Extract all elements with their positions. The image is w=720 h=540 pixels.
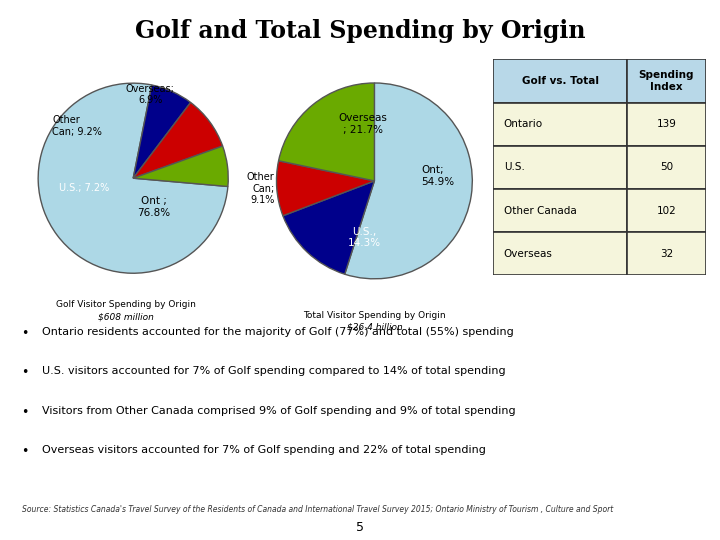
Text: Total Visitor Spending by Origin: Total Visitor Spending by Origin bbox=[303, 310, 446, 320]
Wedge shape bbox=[38, 83, 228, 273]
Text: Overseas
; 21.7%: Overseas ; 21.7% bbox=[338, 113, 387, 135]
Text: •: • bbox=[22, 445, 29, 458]
Text: Source: Statistics Canada's Travel Survey of the Residents of Canada and Interna: Source: Statistics Canada's Travel Surve… bbox=[22, 505, 613, 514]
Text: Ont ;
76.8%: Ont ; 76.8% bbox=[138, 196, 171, 218]
FancyBboxPatch shape bbox=[493, 232, 627, 275]
Wedge shape bbox=[345, 83, 472, 279]
Text: Golf vs. Total: Golf vs. Total bbox=[521, 76, 598, 86]
Wedge shape bbox=[133, 85, 191, 178]
Text: $608 million: $608 million bbox=[98, 312, 154, 321]
Wedge shape bbox=[133, 103, 222, 178]
Text: Ont;
54.9%: Ont; 54.9% bbox=[421, 165, 454, 187]
Text: •: • bbox=[22, 406, 29, 419]
Text: Golf and Total Spending by Origin: Golf and Total Spending by Origin bbox=[135, 19, 585, 43]
Text: 32: 32 bbox=[660, 249, 673, 259]
Text: Other Canada: Other Canada bbox=[504, 206, 577, 215]
FancyBboxPatch shape bbox=[627, 146, 706, 189]
FancyBboxPatch shape bbox=[493, 146, 627, 189]
Text: Overseas visitors accounted for 7% of Golf spending and 22% of total spending: Overseas visitors accounted for 7% of Go… bbox=[42, 445, 485, 455]
Text: Ontario: Ontario bbox=[504, 119, 543, 129]
FancyBboxPatch shape bbox=[627, 103, 706, 146]
Text: 139: 139 bbox=[657, 119, 676, 129]
Text: Spending
Index: Spending Index bbox=[639, 70, 694, 92]
FancyBboxPatch shape bbox=[493, 189, 627, 232]
Text: 50: 50 bbox=[660, 163, 673, 172]
Wedge shape bbox=[279, 83, 374, 181]
Text: 102: 102 bbox=[657, 206, 676, 215]
FancyBboxPatch shape bbox=[627, 189, 706, 232]
Text: Other
Can; 9.2%: Other Can; 9.2% bbox=[53, 115, 102, 137]
FancyBboxPatch shape bbox=[627, 59, 706, 103]
Text: Overseas;
6.9%: Overseas; 6.9% bbox=[126, 84, 175, 105]
Text: Other
Can;
9.1%: Other Can; 9.1% bbox=[247, 172, 274, 205]
Text: U.S.: U.S. bbox=[504, 163, 525, 172]
Wedge shape bbox=[276, 161, 374, 216]
Text: U.S.; 7.2%: U.S.; 7.2% bbox=[58, 183, 109, 193]
Text: Golf Visitor Spending by Origin: Golf Visitor Spending by Origin bbox=[56, 300, 196, 309]
Text: •: • bbox=[22, 327, 29, 340]
Text: $26.4 billion: $26.4 billion bbox=[346, 323, 402, 332]
Wedge shape bbox=[133, 146, 228, 186]
Text: U.S. visitors accounted for 7% of Golf spending compared to 14% of total spendin: U.S. visitors accounted for 7% of Golf s… bbox=[42, 366, 505, 376]
FancyBboxPatch shape bbox=[493, 103, 627, 146]
FancyBboxPatch shape bbox=[627, 232, 706, 275]
Text: U.S.,
14.3%: U.S., 14.3% bbox=[348, 227, 381, 248]
FancyBboxPatch shape bbox=[493, 59, 627, 103]
Wedge shape bbox=[283, 181, 374, 274]
Text: 5: 5 bbox=[356, 521, 364, 534]
Text: •: • bbox=[22, 366, 29, 379]
Text: Visitors from Other Canada comprised 9% of Golf spending and 9% of total spendin: Visitors from Other Canada comprised 9% … bbox=[42, 406, 516, 416]
Text: Ontario residents accounted for the majority of Golf (77%) and total (55%) spend: Ontario residents accounted for the majo… bbox=[42, 327, 513, 337]
Text: Overseas: Overseas bbox=[504, 249, 553, 259]
